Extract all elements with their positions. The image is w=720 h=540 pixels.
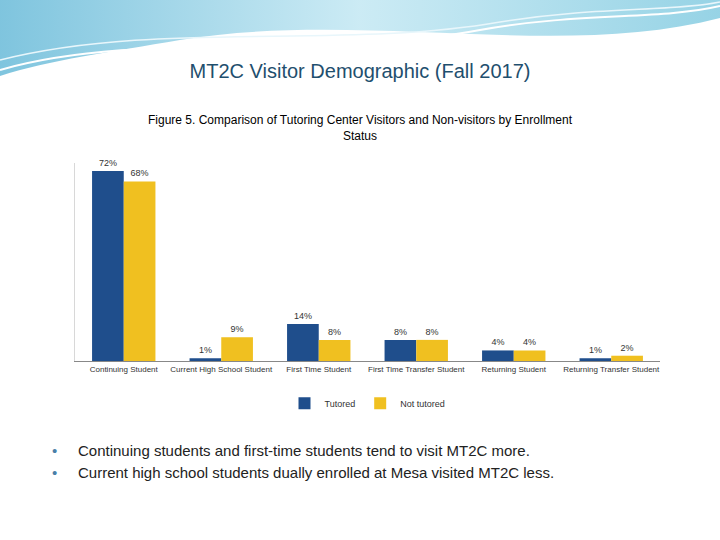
svg-text:First Time Student: First Time Student xyxy=(286,365,352,374)
svg-text:1%: 1% xyxy=(589,345,602,355)
svg-text:Current High School Student: Current High School Student xyxy=(170,365,273,374)
svg-text:8%: 8% xyxy=(394,327,407,337)
svg-text:Not tutored: Not tutored xyxy=(400,399,445,409)
html-text:Continuing students and first-: Continuing students and first-time stude… xyxy=(78,442,530,459)
svg-text:Continuing Student: Continuing Student xyxy=(90,365,159,374)
svg-text:1%: 1% xyxy=(199,345,212,355)
html-text:MT2C Visitor Demographic (Fall: MT2C Visitor Demographic (Fall 2017) xyxy=(189,60,531,82)
svg-text:Tutored: Tutored xyxy=(325,399,356,409)
svg-text:2%: 2% xyxy=(621,343,634,353)
svg-text:4%: 4% xyxy=(491,337,504,347)
svg-text:9%: 9% xyxy=(231,324,244,334)
svg-text:First Time Transfer Student: First Time Transfer Student xyxy=(368,365,465,374)
svg-text:Returning Transfer Student: Returning Transfer Student xyxy=(563,365,660,374)
html-text:Current high school students d: Current high school students dually enro… xyxy=(78,464,555,481)
svg-text:4%: 4% xyxy=(523,337,536,347)
svg-text:8%: 8% xyxy=(328,327,341,337)
svg-text:14%: 14% xyxy=(294,311,312,321)
svg-text:Returning Student: Returning Student xyxy=(482,365,547,374)
svg-text:Figure 5. Comparison of Tutori: Figure 5. Comparison of Tutoring Center … xyxy=(148,113,573,143)
svg-text:68%: 68% xyxy=(131,168,149,178)
svg-text:72%: 72% xyxy=(99,158,117,168)
svg-text:8%: 8% xyxy=(426,327,439,337)
